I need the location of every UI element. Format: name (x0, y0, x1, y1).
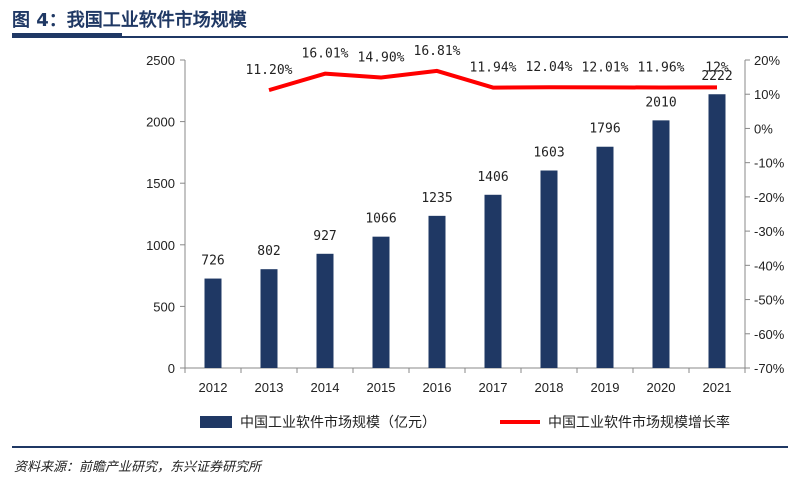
left-tick-label: 500 (153, 299, 175, 314)
growth-value-label: 11.94% (470, 61, 517, 76)
bar (540, 170, 558, 368)
x-tick-label: 2014 (311, 380, 340, 395)
right-tick-label: -20% (754, 190, 785, 205)
x-tick-label: 2020 (647, 380, 676, 395)
right-tick-label: -10% (754, 156, 785, 171)
bar (708, 94, 726, 368)
right-tick-label: -70% (754, 361, 785, 376)
x-tick-label: 2013 (255, 380, 284, 395)
legend-line-label: 中国工业软件市场规模增长率 (548, 414, 730, 431)
x-tick-label: 2016 (423, 380, 452, 395)
right-tick-label: -30% (754, 224, 785, 239)
right-tick-label: 0% (754, 121, 773, 136)
right-tick-label: -40% (754, 258, 785, 273)
market-size-chart: 0 500 1000 1500 2000 2500 -70% -60% -50% -40% -30%… (146, 44, 785, 431)
right-tick-label: 20% (754, 53, 780, 68)
bar (316, 253, 334, 368)
left-tick-label: 2500 (146, 53, 175, 68)
growth-value-label: 12% (705, 60, 729, 75)
bar (484, 194, 502, 368)
source-note: 资料来源：前瞻产业研究，东兴证券研究所 (14, 460, 262, 475)
figure-title: 图 4：我国工业软件市场规模 (12, 10, 247, 31)
x-tick-label: 2018 (535, 380, 564, 395)
left-tick-label: 0 (168, 361, 175, 376)
bar-value-label: 802 (257, 244, 280, 259)
bar (260, 269, 278, 368)
left-tick-label: 2000 (146, 115, 175, 130)
growth-value-label: 11.96% (638, 61, 685, 76)
bar-value-label: 2010 (645, 95, 676, 110)
bar-value-label: 1406 (477, 170, 508, 185)
title-accent-rule (12, 33, 122, 36)
bar-value-label: 2222 (701, 69, 732, 84)
bar (596, 146, 614, 368)
x-tick-label: 2017 (479, 380, 508, 395)
x-tick-label: 2019 (591, 380, 620, 395)
right-tick-label: -50% (754, 293, 785, 308)
bar-value-label: 1796 (589, 122, 620, 137)
right-tick-label: -60% (754, 327, 785, 342)
growth-value-label: 16.01% (302, 47, 349, 62)
growth-value-label: 12.01% (582, 60, 629, 75)
left-tick-label: 1500 (146, 176, 175, 191)
bar-value-label: 1235 (421, 191, 452, 206)
x-tick-label: 2021 (703, 380, 732, 395)
growth-value-label: 12.04% (526, 60, 573, 75)
legend-bar-label: 中国工业软件市场规模（亿元） (240, 414, 436, 431)
right-tick-label: 10% (754, 87, 780, 102)
bar (652, 120, 670, 368)
growth-value-label: 14.90% (358, 50, 405, 65)
bar-value-label: 1603 (533, 146, 564, 161)
bar (204, 278, 222, 368)
footer-rule (12, 446, 788, 448)
bar-value-label: 1066 (365, 212, 396, 227)
growth-value-label: 11.20% (246, 63, 293, 78)
legend-bar-swatch (200, 416, 232, 428)
bar-value-label: 927 (313, 229, 336, 244)
left-tick-label: 1000 (146, 238, 175, 253)
growth-line (268, 68, 718, 93)
bar (372, 236, 390, 368)
bar (428, 215, 446, 368)
bar-value-label: 726 (201, 254, 224, 269)
x-tick-label: 2012 (199, 380, 228, 395)
title-rule (12, 36, 788, 38)
growth-value-label: 16.81% (414, 44, 461, 59)
x-tick-label: 2015 (367, 380, 396, 395)
